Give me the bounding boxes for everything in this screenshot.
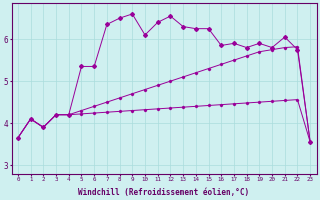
X-axis label: Windchill (Refroidissement éolien,°C): Windchill (Refroidissement éolien,°C): [78, 188, 250, 197]
